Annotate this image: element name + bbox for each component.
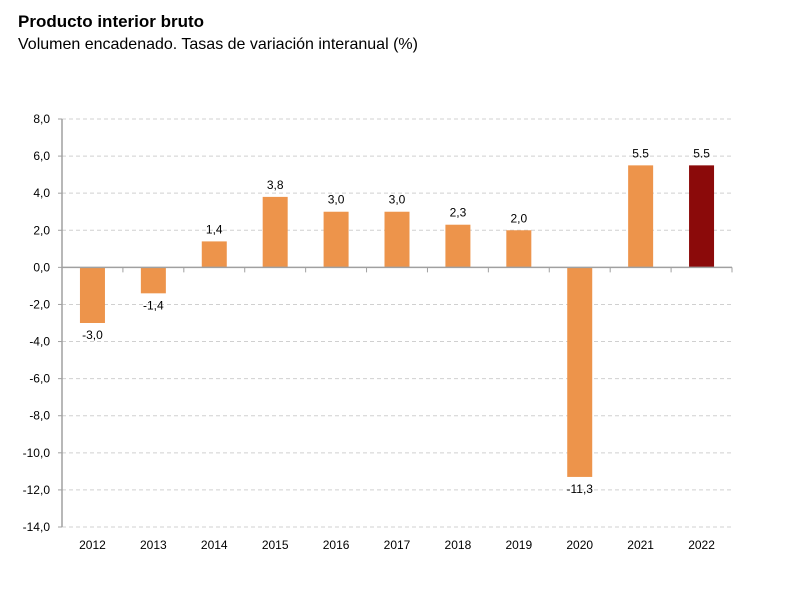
y-tick-label: 0,0: [33, 260, 50, 274]
x-tick-label: 2017: [384, 538, 411, 552]
x-tick-label: 2014: [201, 538, 228, 552]
x-tick-label: 2016: [323, 538, 350, 552]
x-tick-label: 2018: [445, 538, 472, 552]
bar: [79, 267, 105, 323]
y-tick-label: -4,0: [29, 335, 50, 349]
data-label: 3,8: [267, 178, 284, 192]
bar: [628, 165, 654, 268]
y-tick-label: -2,0: [29, 297, 50, 311]
bars: [79, 165, 715, 477]
x-tick-label: 2022: [688, 538, 715, 552]
bar: [262, 196, 288, 268]
bar: [567, 267, 593, 477]
x-tick-label: 2013: [140, 538, 167, 552]
bar: [689, 165, 715, 268]
y-tick-label: -14,0: [23, 520, 51, 534]
data-label: -1,4: [143, 298, 164, 312]
labels: 8,0 6,0 4,0 2,0 0,0 -2,0 -4,0 -6,0 -8,0 -10,0 -12,…: [23, 112, 716, 552]
bar: [445, 224, 471, 268]
chart-title: Producto interior bruto: [18, 12, 205, 31]
y-tick-label: 4,0: [33, 186, 50, 200]
y-tick-label: 6,0: [33, 149, 50, 163]
x-tick-label: 2021: [627, 538, 654, 552]
axes: [58, 118, 733, 528]
bar: [201, 241, 227, 268]
data-label: 5.5: [693, 146, 710, 160]
y-tick-label: 2,0: [33, 223, 50, 237]
y-tick-label: -12,0: [23, 483, 51, 497]
chart-subtitle: Volumen encadenado. Tasas de variación i…: [18, 36, 418, 53]
bar: [506, 230, 532, 268]
data-label: 1,4: [206, 222, 223, 236]
data-label: 5.5: [632, 146, 649, 160]
bar: [140, 267, 166, 294]
y-tick-label: -8,0: [29, 409, 50, 423]
data-label: 3,0: [389, 193, 406, 207]
data-label: -11,3: [566, 482, 593, 496]
y-tick-label: 8,0: [33, 112, 50, 126]
bar: [384, 211, 410, 268]
x-tick-label: 2019: [505, 538, 532, 552]
data-label: 2,3: [450, 206, 467, 220]
x-tick-label: 2015: [262, 538, 289, 552]
y-tick-label: -6,0: [29, 372, 50, 386]
data-label: -3,0: [82, 328, 103, 342]
x-tick-label: 2012: [79, 538, 106, 552]
x-tick-label: 2020: [566, 538, 593, 552]
data-label: 3,0: [328, 193, 345, 207]
data-label: 2,0: [510, 211, 527, 225]
bar: [323, 211, 349, 268]
y-tick-label: -10,0: [23, 446, 51, 460]
